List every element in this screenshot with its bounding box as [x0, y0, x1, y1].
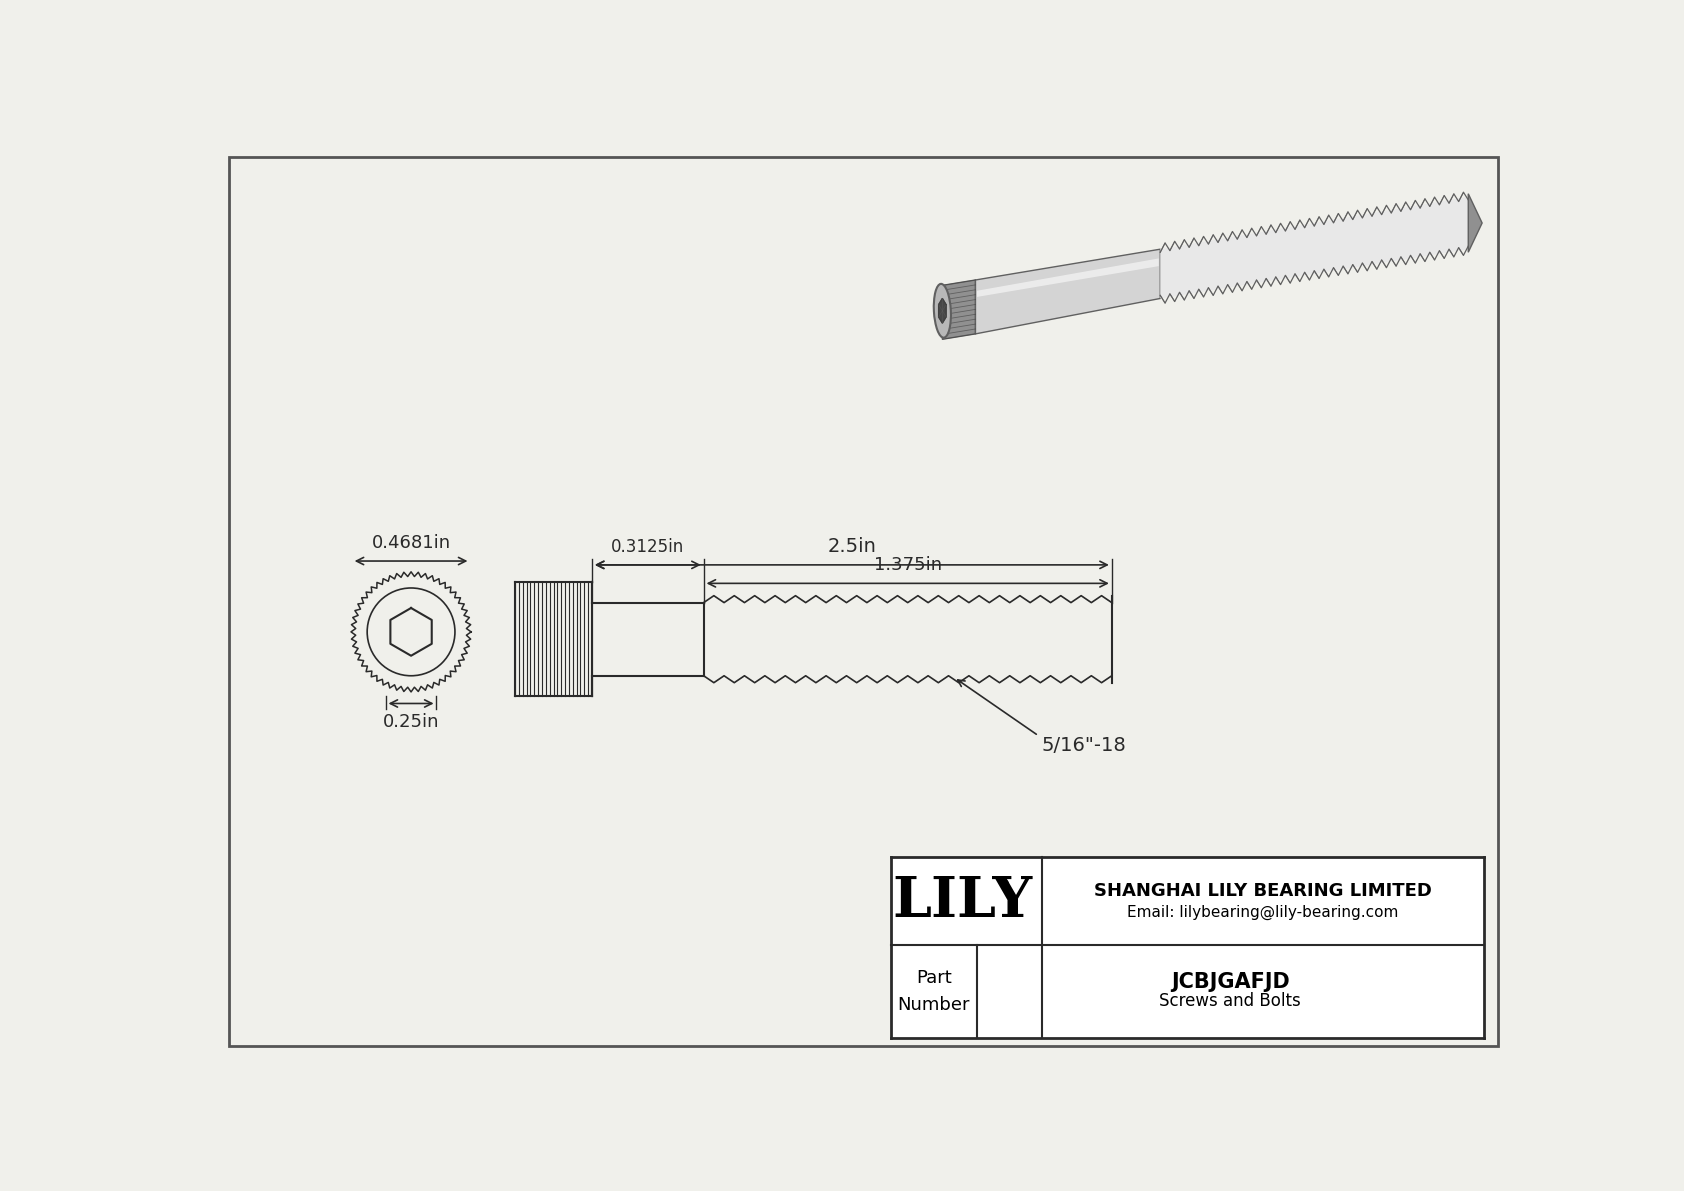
Text: LILY: LILY [893, 874, 1032, 929]
Bar [891, 858, 1484, 1037]
Text: ®: ® [997, 878, 1010, 891]
Polygon shape [1468, 194, 1482, 252]
Text: Email: lilybearing@lily-bearing.com: Email: lilybearing@lily-bearing.com [1127, 904, 1399, 919]
Text: Screws and Bolts: Screws and Bolts [1160, 992, 1302, 1010]
Text: 1.375in: 1.375in [874, 556, 941, 574]
Text: Part
Number: Part Number [898, 969, 970, 1014]
Polygon shape [943, 280, 975, 339]
Polygon shape [977, 258, 1159, 297]
Text: 0.3125in: 0.3125in [611, 537, 684, 556]
Polygon shape [1160, 197, 1468, 299]
Text: 2.5in: 2.5in [827, 537, 876, 556]
Text: 0.25in: 0.25in [382, 712, 440, 731]
Ellipse shape [935, 283, 951, 338]
Polygon shape [938, 299, 946, 323]
Polygon shape [975, 249, 1160, 333]
Text: 5/16"-18: 5/16"-18 [1042, 736, 1127, 755]
Text: JCBJGAFJD: JCBJGAFJD [1170, 972, 1290, 992]
Text: SHANGHAI LILY BEARING LIMITED: SHANGHAI LILY BEARING LIMITED [1095, 881, 1431, 899]
Text: 0.4681in: 0.4681in [372, 534, 451, 551]
